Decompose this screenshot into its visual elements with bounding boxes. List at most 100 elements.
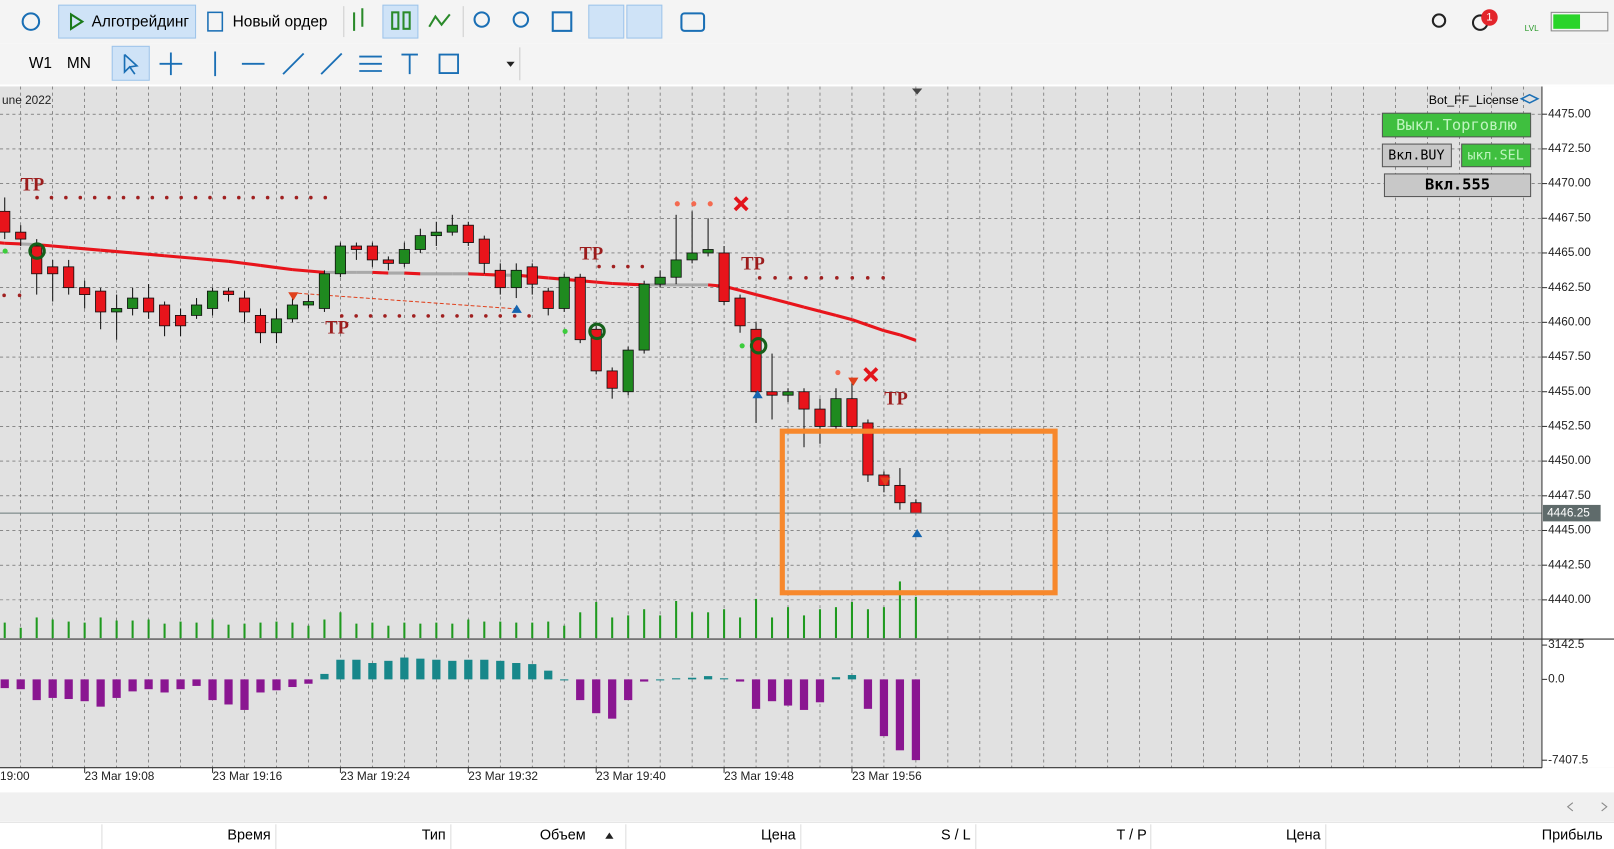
- ma-segment: [787, 301, 805, 309]
- zoom-out[interactable]: [512, 11, 530, 28]
- oscillator-bar: [240, 679, 249, 710]
- toolbar-2: [0, 43, 1614, 85]
- y-tick-label: 4440.00: [1548, 592, 1591, 606]
- column-header[interactable]: Цена: [1286, 827, 1321, 843]
- drawing-tools[interactable]: [159, 51, 459, 77]
- oscillator-bar: [576, 679, 585, 701]
- scroll-arrows[interactable]: [1566, 802, 1608, 812]
- candle-body: [63, 266, 75, 289]
- x-tick-label: 23 Mar 19:16: [213, 769, 283, 783]
- candles-button[interactable]: [382, 4, 419, 39]
- oscillator-bar: [288, 679, 297, 688]
- shift-marker: [911, 88, 923, 95]
- column-header[interactable]: T / P: [1117, 827, 1147, 843]
- oscillator-bar: [719, 678, 729, 680]
- candle-body: [558, 276, 570, 309]
- candle-body: [190, 304, 203, 316]
- ma-segment: [755, 293, 773, 301]
- num-button[interactable]: [1383, 173, 1532, 198]
- icon: [1519, 93, 1540, 104]
- cursor-button[interactable]: [111, 45, 150, 81]
- candle-body: [862, 422, 874, 476]
- search[interactable]: [1431, 13, 1447, 28]
- dropdown[interactable]: [506, 61, 515, 67]
- ma-segment: [228, 259, 245, 265]
- oscillator-bar: [464, 659, 473, 680]
- oscillator-bar: [528, 664, 537, 680]
- x-tick-label: 23 Mar 19:40: [596, 769, 666, 783]
- grid-button[interactable]: [551, 11, 573, 32]
- ma-segment: [148, 252, 165, 258]
- new-order-label[interactable]: Новый ордер: [233, 14, 328, 31]
- column-header[interactable]: S / L: [941, 827, 971, 843]
- period-w1[interactable]: W1: [29, 55, 52, 72]
- oscillator-bar: [352, 659, 361, 680]
- icon[interactable]: [428, 13, 451, 28]
- x-tick-label: 23 Mar 19:56: [852, 769, 922, 783]
- screenshot-button[interactable]: [680, 12, 706, 32]
- candle-body: [782, 391, 794, 396]
- column-header[interactable]: Прибыль: [1542, 827, 1603, 843]
- y-tick-label: 4447.50: [1548, 488, 1591, 502]
- oscillator-bar: [384, 660, 393, 680]
- y-tick-label: 4457.50: [1548, 349, 1591, 363]
- column-header[interactable]: Цена: [761, 827, 796, 843]
- candle-body: [318, 273, 330, 309]
- candle-body: [526, 266, 538, 285]
- oscillator-bar: [751, 679, 761, 709]
- column-header[interactable]: Объем: [540, 827, 586, 843]
- icon[interactable]: [207, 11, 224, 32]
- icon[interactable]: [353, 8, 364, 31]
- oscillator-bar: [256, 679, 265, 693]
- zoom-in[interactable]: [473, 11, 490, 28]
- period-mn[interactable]: MN: [67, 55, 91, 72]
- candle-body: [798, 391, 810, 410]
- ma-segment: [196, 256, 213, 262]
- oscillator-bar: [783, 679, 793, 706]
- candle-body: [79, 287, 91, 296]
- trade-button[interactable]: [1381, 112, 1532, 138]
- icon: [402, 11, 411, 30]
- ma-segment: [4, 241, 21, 246]
- candle-body: [846, 398, 858, 427]
- candle-body: [814, 408, 826, 427]
- oscillator-bar: [672, 678, 681, 680]
- candle-body: [47, 266, 59, 275]
- candle-body: [542, 290, 554, 309]
- icon[interactable]: [21, 12, 41, 31]
- candle-body: [111, 308, 123, 313]
- column-header[interactable]: Время: [227, 827, 270, 843]
- shift-button[interactable]: [588, 4, 625, 39]
- autoscroll-button[interactable]: [626, 4, 663, 39]
- y-tick-label: 4470.00: [1548, 176, 1591, 190]
- oscillator-bar: [176, 679, 185, 690]
- ma-segment: [835, 313, 853, 322]
- ma-segment: [899, 333, 917, 342]
- sell-button-label: ыкл.SEL: [1467, 148, 1523, 163]
- oscillator-bar: [16, 679, 25, 690]
- plot: [0, 195, 1542, 761]
- oscillator-bar: [0, 679, 9, 689]
- ma-segment: [116, 250, 133, 255]
- oscillator-bar: [336, 659, 345, 680]
- ma-segment: [180, 255, 197, 261]
- buy-button[interactable]: [1381, 143, 1452, 168]
- sell-button[interactable]: [1461, 143, 1532, 168]
- oscillator-bar: [128, 679, 137, 692]
- candle-body: [622, 349, 634, 393]
- column-header[interactable]: Тип: [422, 827, 446, 843]
- oscillator-bar: [831, 677, 841, 680]
- oscillator-bar: [400, 657, 409, 680]
- oscillator-bar: [368, 663, 377, 680]
- candle-body: [830, 398, 842, 427]
- oscillator-bar: [687, 677, 697, 680]
- y-tick-label: 4452.50: [1548, 419, 1591, 433]
- y-tick-label: 4442.50: [1548, 557, 1591, 571]
- candle-body: [718, 252, 730, 302]
- candle-body: [366, 245, 378, 261]
- grid: [0, 86, 1542, 768]
- candle-body: [494, 269, 506, 289]
- oscillator-bar: [640, 679, 649, 682]
- oscillator-bar: [608, 679, 617, 719]
- overlay: TP TP TP TP TP: [21, 88, 1058, 596]
